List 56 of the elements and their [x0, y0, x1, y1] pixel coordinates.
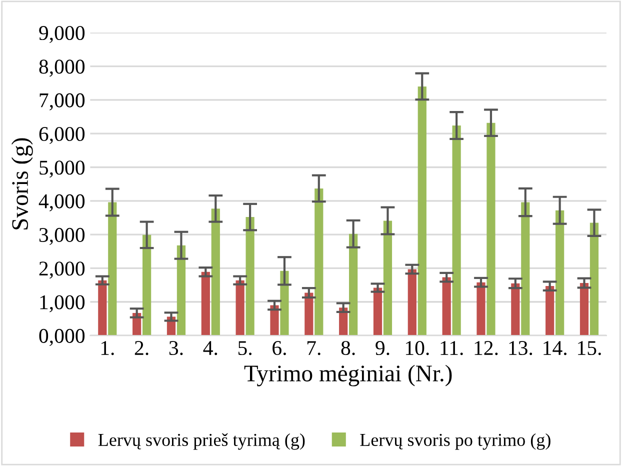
- y-tick-label: 0,000: [39, 328, 85, 346]
- bar: [270, 305, 279, 336]
- bar: [349, 234, 358, 336]
- y-tick-label: 2,000: [39, 262, 85, 279]
- y-axis-title: Svoris (g): [11, 138, 33, 230]
- y-tick-label: 8,000: [39, 60, 85, 77]
- bar: [98, 280, 107, 336]
- bar: [304, 292, 314, 336]
- bar: [476, 282, 486, 336]
- x-tick-label: 15.: [578, 341, 601, 356]
- x-tick-label: 14.: [544, 341, 566, 356]
- bar: [442, 277, 451, 336]
- y-tick-label: 1,000: [40, 295, 85, 312]
- bar: [280, 270, 289, 336]
- bar: [590, 222, 599, 336]
- y-tick-label: 9,000: [39, 26, 85, 44]
- y-tick-label: 5,000: [40, 160, 85, 178]
- x-tick-label: 2.: [134, 341, 148, 356]
- bar: [511, 283, 520, 336]
- x-tick-label: 12.: [474, 341, 498, 356]
- x-tick-label: 7.: [307, 341, 320, 356]
- x-tick-label: 3.: [169, 341, 183, 356]
- bar: [314, 188, 324, 336]
- y-tick-label: 7,000: [40, 93, 85, 110]
- x-tick-label: 10.: [406, 340, 429, 356]
- bar: [383, 220, 392, 336]
- y-tick-label: 3,000: [39, 228, 85, 245]
- bar: [142, 234, 152, 336]
- x-tick-label: 1.: [101, 341, 114, 356]
- bar: [556, 210, 564, 336]
- bar: [108, 202, 117, 336]
- bar: [201, 272, 210, 336]
- x-tick-label: 8.: [341, 340, 355, 356]
- bar: [580, 283, 589, 336]
- y-tick-label: 4,000: [38, 194, 85, 212]
- x-tick-label: 5.: [238, 341, 252, 356]
- bar: [546, 286, 554, 336]
- x-axis-title: Tyrimo mėginiai (Nr.): [244, 364, 452, 386]
- bar: [452, 126, 461, 336]
- x-tick-label: 9.: [376, 341, 390, 356]
- bar: [408, 269, 416, 336]
- bar: [246, 217, 254, 336]
- bar: [373, 288, 382, 336]
- y-tick-label: 6,000: [39, 126, 85, 144]
- bar: [521, 202, 530, 336]
- bar: [418, 86, 426, 336]
- x-tick-label: 6.: [272, 341, 286, 356]
- bar: [486, 122, 496, 336]
- bar: [211, 208, 220, 336]
- x-tick-label: 4.: [203, 341, 218, 356]
- bar: [176, 245, 186, 336]
- legend-label: Lervų svoris po tyrimo (g): [360, 433, 550, 450]
- x-tick-label: 13.: [509, 341, 532, 356]
- legend-label: Lervų svoris prieš tyrimą (g): [98, 433, 305, 450]
- x-tick-label: 11.: [440, 341, 463, 356]
- bar: [236, 280, 244, 336]
